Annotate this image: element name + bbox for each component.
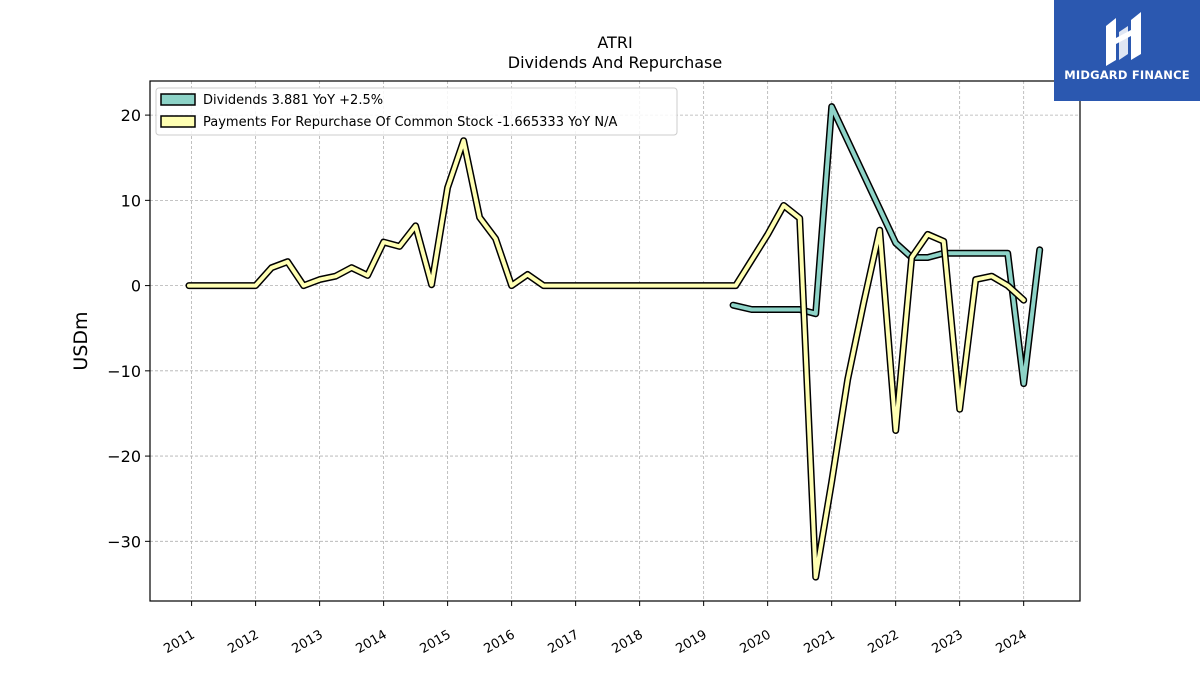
legend-box [155,87,678,136]
x-tick-label: 2022 [866,627,902,657]
legend-label-repurchase: Payments For Repurchase Of Common Stock … [203,115,617,130]
legend: Dividends 3.881 YoY +2.5% Payments For R… [155,87,678,136]
brand-name: MIDGARD FINANCE [1064,68,1190,82]
x-tick-label: 2012 [225,627,261,657]
x-tick-label: 2024 [994,627,1030,657]
series-layer [185,103,1044,581]
legend-swatch-dividends [160,93,196,106]
series-line-dividends [731,104,1042,386]
series-line-repurchase-outline [185,137,1028,581]
legend-swatch-repurchase [160,115,196,128]
chart-subtitle: Dividends And Repurchase [508,53,722,72]
x-tick-label: 2014 [353,627,389,657]
y-axis-label: USDm [70,311,92,370]
y-tick-label: 10 [121,191,141,210]
x-tick-label: 2011 [161,627,197,657]
x-tick-label: 2020 [737,627,773,657]
x-tick-label: 2017 [545,627,581,657]
y-tick-label: 0 [131,277,141,296]
x-tick-label: 2013 [289,627,325,657]
y-tick-label: −20 [107,447,141,466]
grid [150,81,1080,601]
brand-logo: MIDGARD FINANCE [1054,0,1200,101]
x-tick-label: 2015 [417,627,453,657]
y-tick-label: −10 [107,362,141,381]
midgard-logo-icon [1106,12,1141,66]
x-tick-label: 2021 [801,627,837,657]
legend-label-dividends: Dividends 3.881 YoY +2.5% [203,93,383,108]
x-tick-label: 2023 [930,627,966,657]
y-axis: 20 10 0 −10 −20 −30 [107,106,150,551]
x-tick-label: 2019 [673,627,709,657]
x-tick-label: 2018 [609,627,645,657]
series-line-repurchase [187,138,1026,580]
plot-frame [149,80,1081,602]
chart-title: ATRI [597,33,632,52]
x-axis: 2011 2012 2013 2014 2015 2016 2017 2018 2019 2020… [161,601,1030,657]
y-tick-label: 20 [121,106,141,125]
y-tick-label: −30 [107,532,141,551]
x-tick-label: 2016 [481,627,517,657]
